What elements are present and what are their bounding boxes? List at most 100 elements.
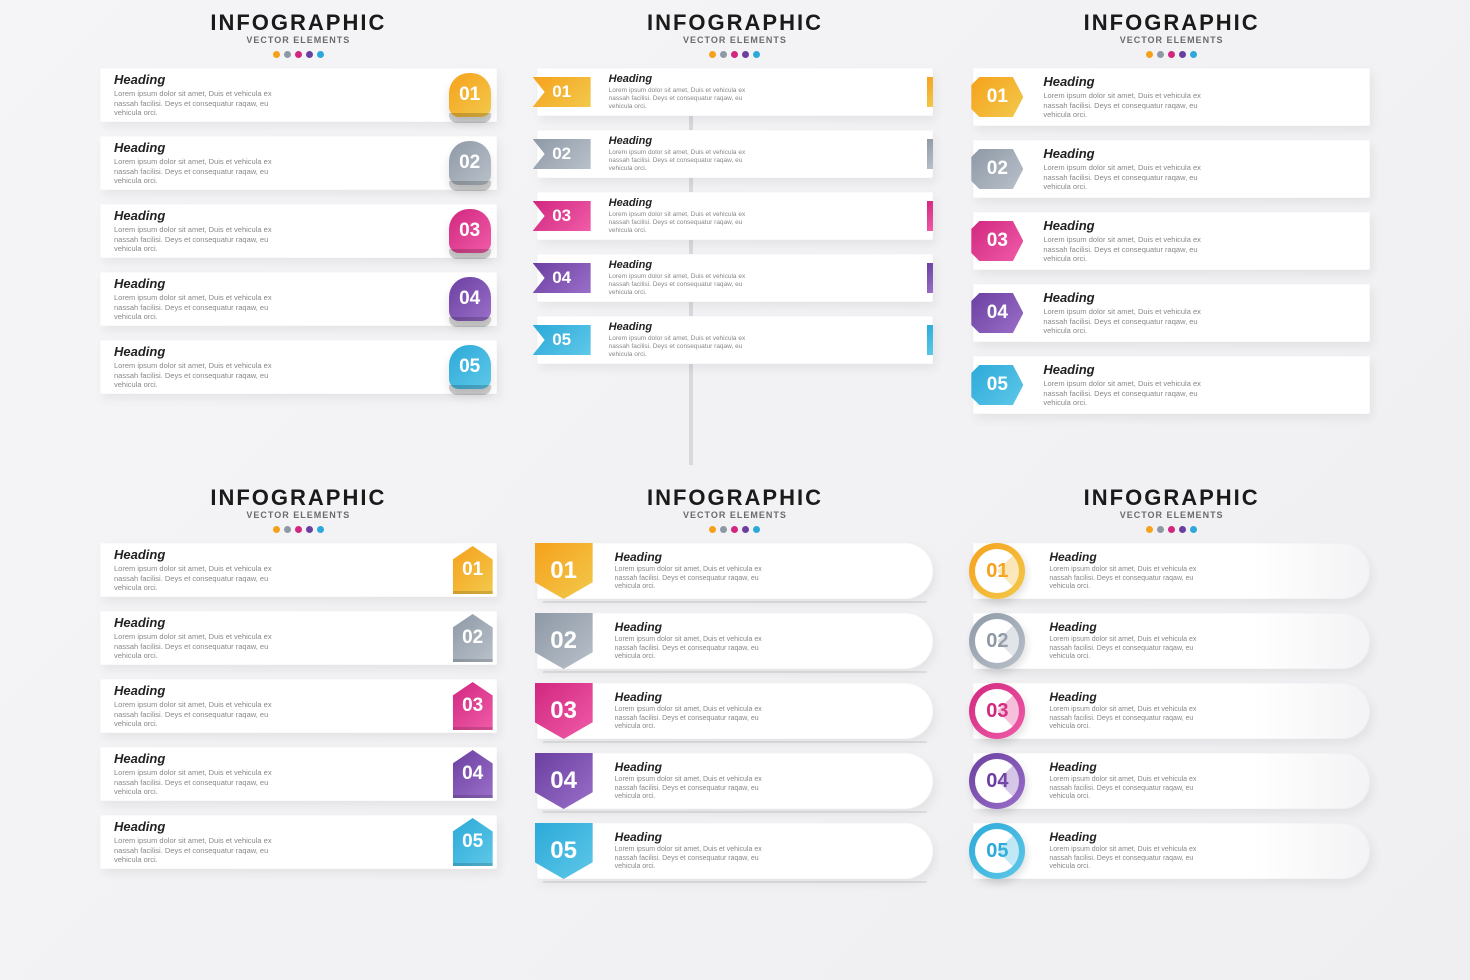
item-list: 01HeadingLorem ipsum dolor sit amet, Dui… (537, 543, 934, 879)
number-ribbon: 05 (533, 325, 591, 355)
item-text: HeadingLorem ipsum dolor sit amet, Duis … (1049, 620, 1219, 662)
item-list: 01HeadingLorem ipsum dolor sit amet, Dui… (537, 68, 934, 364)
list-item: 05HeadingLorem ipsum dolor sit amet, Dui… (537, 316, 934, 364)
item-heading: Heading (1043, 362, 1213, 377)
number-ribbon: 02 (533, 139, 591, 169)
subtitle: VECTOR ELEMENTS (647, 510, 823, 520)
item-body: Lorem ipsum dolor sit amet, Duis et vehi… (114, 293, 284, 321)
item-heading: Heading (609, 73, 749, 85)
item-heading: Heading (609, 259, 749, 271)
item-text: HeadingLorem ipsum dolor sit amet, Duis … (1043, 74, 1213, 119)
legend-dot (720, 526, 727, 533)
list-item: 03HeadingLorem ipsum dolor sit amet, Dui… (973, 212, 1370, 270)
item-heading: Heading (609, 197, 749, 209)
legend-dot (1168, 51, 1175, 58)
list-item: 01HeadingLorem ipsum dolor sit amet, Dui… (537, 68, 934, 116)
item-text: HeadingLorem ipsum dolor sit amet, Duis … (114, 683, 284, 728)
item-heading: Heading (1049, 690, 1219, 704)
number-arrow: 01 (453, 546, 493, 594)
list-item: 01 HeadingLorem ipsum dolor sit amet, Dui… (537, 543, 934, 599)
number-badge: 05 (971, 365, 1023, 405)
number-badge: 04 (971, 293, 1023, 333)
item-body: Lorem ipsum dolor sit amet, Duis et vehi… (615, 636, 785, 662)
subtitle: VECTOR ELEMENTS (210, 510, 386, 520)
infographic-style-6: INFOGRAPHIC VECTOR ELEMENTS 01HeadingLor… (973, 485, 1370, 940)
number-badge: 04 (449, 277, 491, 321)
item-body: Lorem ipsum dolor sit amet, Duis et vehi… (1049, 776, 1219, 802)
legend-dots (210, 51, 386, 58)
item-heading: Heading (1049, 830, 1219, 844)
number-shield: 03 (535, 683, 593, 739)
item-heading: Heading (615, 830, 785, 844)
list-item: Heading Lorem ipsum dolor sit amet, Duis … (100, 611, 497, 665)
legend-dot (1179, 51, 1186, 58)
item-list: 01HeadingLorem ipsum dolor sit amet, Dui… (973, 543, 1370, 879)
list-item: HeadingLorem ipsum dolor sit amet, Duis … (100, 747, 497, 801)
item-text: HeadingLorem ipsum dolor sit amet, Duis … (615, 550, 785, 592)
item-text: HeadingLorem ipsum dolor sit amet, Duis … (114, 140, 284, 185)
number-arrow: 03 (453, 682, 493, 730)
list-item: 04HeadingLorem ipsum dolor sit amet, Dui… (973, 753, 1370, 809)
item-heading: Heading (114, 547, 284, 562)
item-text: HeadingLorem ipsum dolor sit amet, Duis … (114, 819, 284, 864)
number-badge: 02 (449, 141, 491, 185)
color-edge (927, 325, 933, 355)
item-list: Heading Lorem ipsum dolor sit amet, Duis … (100, 543, 497, 869)
number-shield: 04 (535, 753, 593, 809)
item-text: Heading Lorem ipsum dolor sit amet, Duis … (1043, 218, 1213, 263)
legend-dot (317, 526, 324, 533)
item-heading: Heading (615, 550, 785, 564)
title: INFOGRAPHIC (210, 10, 386, 36)
infographic-style-4: INFOGRAPHIC VECTOR ELEMENTS Heading Lorem… (100, 485, 497, 940)
item-body: Lorem ipsum dolor sit amet, Duis et vehi… (615, 846, 785, 872)
item-heading: Heading (114, 683, 284, 698)
legend-dots (210, 526, 386, 533)
item-heading: Heading (1043, 290, 1213, 305)
item-text: HeadingLorem ipsum dolor sit amet, Duis … (609, 135, 749, 173)
legend-dots (647, 51, 823, 58)
list-item: HeadingLorem ipsum dolor sit amet, Duis … (100, 815, 497, 869)
number-shield: 02 (535, 613, 593, 669)
item-body: Lorem ipsum dolor sit amet, Duis et vehi… (1049, 706, 1219, 732)
item-heading: Heading (114, 615, 284, 630)
item-heading: Heading (1049, 550, 1219, 564)
item-heading: Heading (114, 751, 284, 766)
title-block: INFOGRAPHIC VECTOR ELEMENTS (210, 485, 386, 533)
item-body: Lorem ipsum dolor sit amet, Duis et vehi… (114, 89, 284, 117)
item-body: Lorem ipsum dolor sit amet, Duis et vehi… (1043, 235, 1213, 263)
number-arrow: 04 (453, 750, 493, 798)
list-item: 03 HeadingLorem ipsum dolor sit amet, Dui… (537, 683, 934, 739)
item-body: Lorem ipsum dolor sit amet, Duis et vehi… (1043, 163, 1213, 191)
item-body: Lorem ipsum dolor sit amet, Duis et vehi… (114, 361, 284, 389)
item-body: Lorem ipsum dolor sit amet, Duis et vehi… (114, 632, 284, 660)
list-item: 05HeadingLorem ipsum dolor sit amet, Dui… (973, 356, 1370, 414)
number-badge: 02 (971, 149, 1023, 189)
list-item: HeadingLorem ipsum dolor sit amet, Duis … (100, 272, 497, 326)
legend-dot (1146, 51, 1153, 58)
legend-dot (1190, 51, 1197, 58)
item-text: Heading Lorem ipsum dolor sit amet, Duis … (609, 73, 749, 111)
item-heading: Heading (1043, 218, 1213, 233)
legend-dot (742, 51, 749, 58)
number-badge: 01 (449, 73, 491, 117)
item-heading: Heading (1043, 146, 1213, 161)
item-text: HeadingLorem ipsum dolor sit amet, Duis … (1049, 550, 1219, 592)
item-text: Heading Lorem ipsum dolor sit amet, Duis … (1043, 146, 1213, 191)
legend-dots (1084, 526, 1260, 533)
number-ribbon: 03 (533, 201, 591, 231)
list-item: 01HeadingLorem ipsum dolor sit amet, Dui… (973, 68, 1370, 126)
number-shield: 01 (535, 543, 593, 599)
item-body: Lorem ipsum dolor sit amet, Duis et vehi… (609, 87, 749, 111)
item-text: HeadingLorem ipsum dolor sit amet, Duis … (615, 760, 785, 802)
item-list: Heading Lorem ipsum dolor sit amet, Duis … (100, 68, 497, 394)
list-item: HeadingLorem ipsum dolor sit amet, Duis … (100, 679, 497, 733)
number-arrow: 02 (453, 614, 493, 662)
legend-dots (647, 526, 823, 533)
item-text: HeadingLorem ipsum dolor sit amet, Duis … (609, 321, 749, 359)
item-text: HeadingLorem ipsum dolor sit amet, Duis … (114, 751, 284, 796)
color-edge (927, 201, 933, 231)
item-text: HeadingLorem ipsum dolor sit amet, Duis … (1049, 760, 1219, 802)
legend-dot (1168, 526, 1175, 533)
item-heading: Heading (114, 140, 284, 155)
item-text: HeadingLorem ipsum dolor sit amet, Duis … (615, 690, 785, 732)
